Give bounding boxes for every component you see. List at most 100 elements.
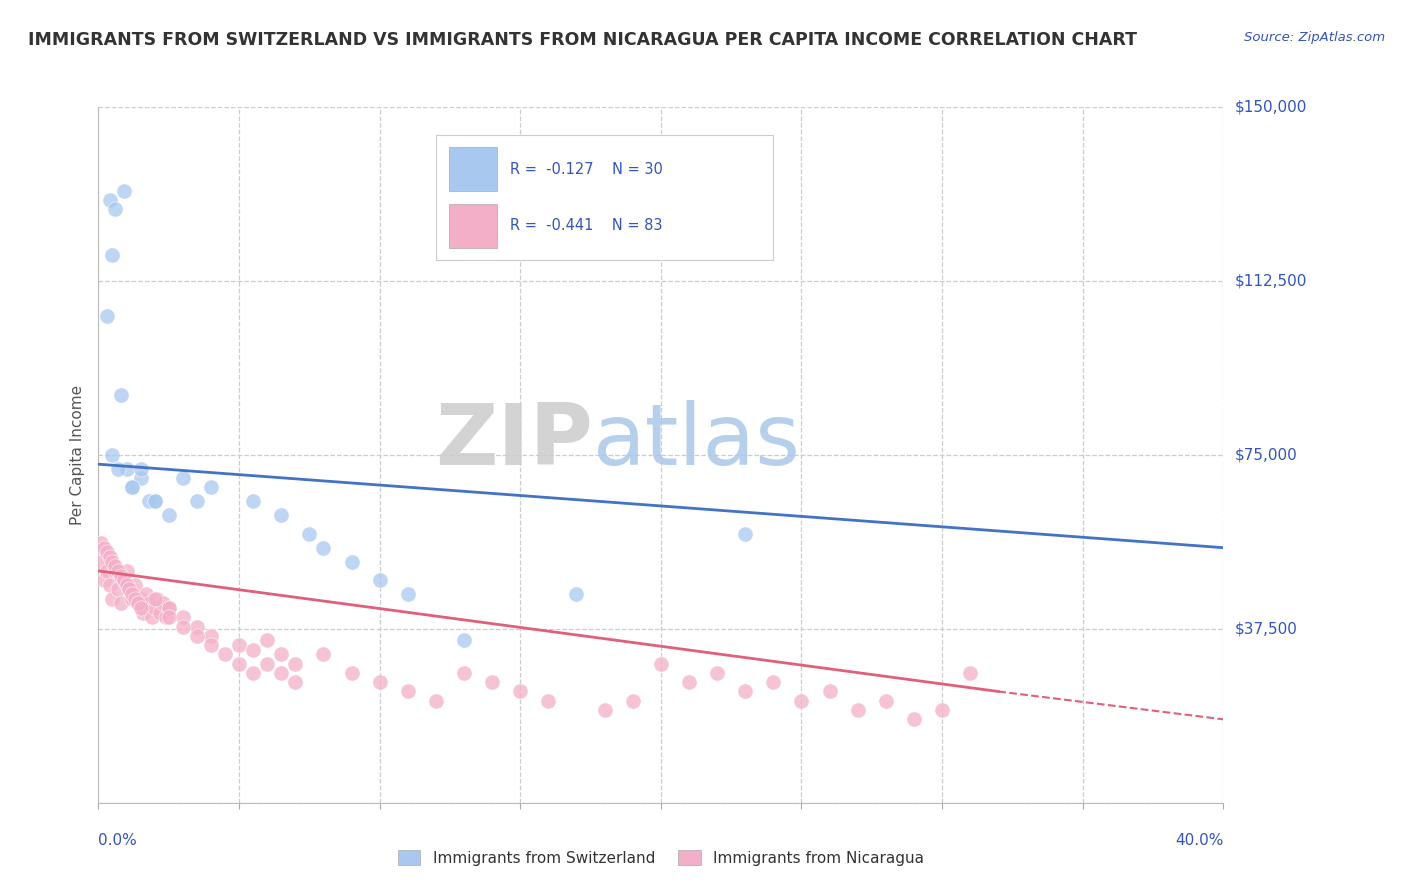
Point — [107, 564, 129, 578]
Point — [121, 480, 143, 494]
Point — [453, 665, 475, 680]
Point — [101, 555, 124, 569]
Point — [138, 596, 160, 610]
Point — [135, 587, 157, 601]
Point — [734, 526, 756, 541]
Point — [124, 591, 146, 606]
Point — [186, 629, 208, 643]
Point — [242, 494, 264, 508]
Point — [396, 587, 419, 601]
Point — [678, 675, 700, 690]
Point — [115, 564, 138, 578]
Point — [790, 694, 813, 708]
Text: ZIP: ZIP — [436, 400, 593, 483]
Point — [96, 564, 118, 578]
Text: $37,500: $37,500 — [1234, 622, 1298, 636]
Point — [284, 675, 307, 690]
Point — [846, 703, 869, 717]
Point — [650, 657, 672, 671]
Point — [298, 526, 321, 541]
Point — [157, 601, 180, 615]
Point — [112, 573, 135, 587]
Point — [172, 619, 194, 633]
Point — [146, 591, 169, 606]
Point — [157, 601, 180, 615]
Point — [270, 648, 292, 662]
Point — [565, 587, 588, 601]
Point — [98, 578, 121, 592]
Point — [593, 703, 616, 717]
Point — [621, 694, 644, 708]
Point — [200, 629, 222, 643]
Point — [762, 675, 785, 690]
Point — [481, 675, 503, 690]
Point — [284, 657, 307, 671]
Point — [155, 610, 177, 624]
Point — [121, 480, 143, 494]
Point — [93, 541, 115, 555]
Point — [143, 601, 166, 615]
Point — [143, 494, 166, 508]
Point — [186, 494, 208, 508]
Point — [90, 555, 112, 569]
Point — [104, 202, 127, 216]
Point — [129, 591, 152, 606]
Point — [186, 619, 208, 633]
Point — [118, 582, 141, 597]
Point — [537, 694, 560, 708]
Point — [129, 462, 152, 476]
Point — [138, 494, 160, 508]
Point — [453, 633, 475, 648]
Point — [121, 587, 143, 601]
Point — [228, 638, 250, 652]
Point — [143, 591, 166, 606]
Text: $75,000: $75,000 — [1234, 448, 1298, 462]
Point — [149, 606, 172, 620]
Point — [143, 494, 166, 508]
Point — [509, 684, 531, 698]
Point — [959, 665, 981, 680]
Point — [96, 545, 118, 559]
Point — [141, 610, 163, 624]
Text: atlas: atlas — [593, 400, 801, 483]
Point — [93, 573, 115, 587]
Point — [124, 578, 146, 592]
Point — [242, 642, 264, 657]
Point — [112, 573, 135, 587]
Text: 0.0%: 0.0% — [98, 833, 138, 848]
Point — [127, 596, 149, 610]
Point — [242, 665, 264, 680]
Point — [734, 684, 756, 698]
Point — [90, 536, 112, 550]
Point — [110, 596, 132, 610]
Legend: Immigrants from Switzerland, Immigrants from Nicaragua: Immigrants from Switzerland, Immigrants … — [391, 844, 931, 871]
Point — [129, 601, 152, 615]
Point — [706, 665, 728, 680]
Point — [875, 694, 897, 708]
Y-axis label: Per Capita Income: Per Capita Income — [70, 384, 86, 525]
Point — [312, 541, 335, 555]
Text: $150,000: $150,000 — [1234, 100, 1306, 114]
Point — [112, 184, 135, 198]
Point — [256, 657, 278, 671]
Point — [157, 508, 180, 523]
Text: $112,500: $112,500 — [1234, 274, 1306, 288]
Point — [157, 610, 180, 624]
Point — [115, 578, 138, 592]
Point — [340, 555, 363, 569]
Point — [200, 480, 222, 494]
Point — [200, 638, 222, 652]
Point — [132, 606, 155, 620]
Point — [98, 549, 121, 564]
Point — [101, 448, 124, 462]
Point — [340, 665, 363, 680]
Point — [96, 309, 118, 323]
Point — [903, 712, 925, 726]
Point — [129, 471, 152, 485]
Point — [818, 684, 841, 698]
Point — [107, 582, 129, 597]
Point — [118, 582, 141, 597]
Point — [256, 633, 278, 648]
Text: 40.0%: 40.0% — [1175, 833, 1223, 848]
Point — [104, 564, 127, 578]
